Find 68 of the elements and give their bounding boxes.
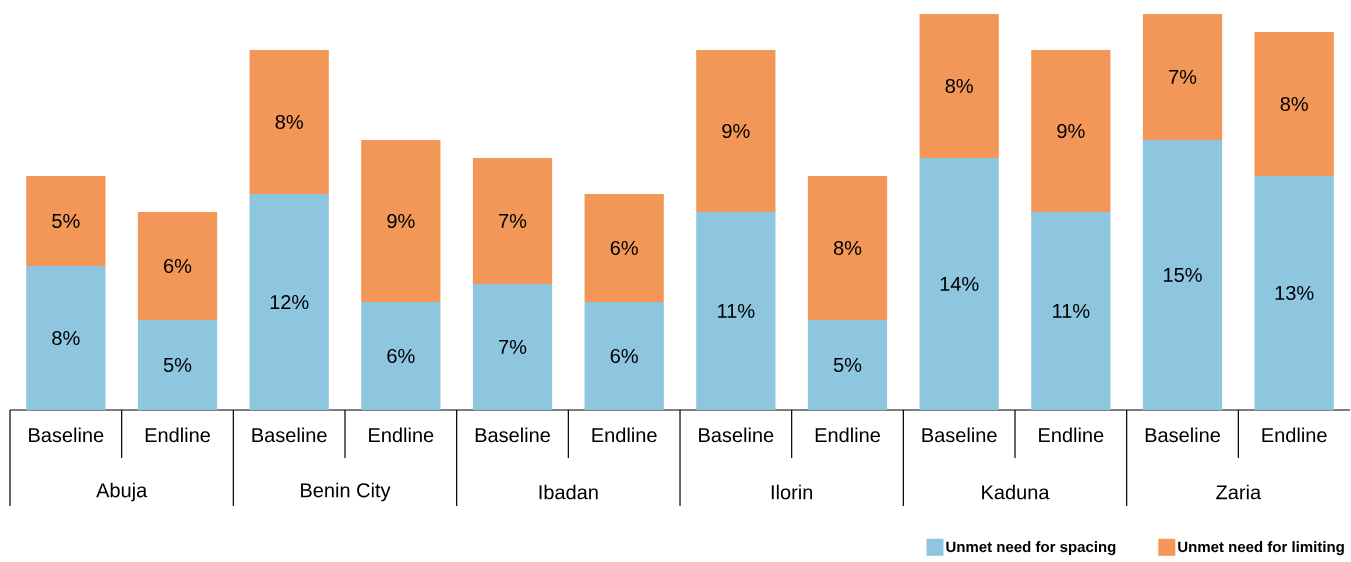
bar [472, 283, 553, 410]
text: Benin City [301, 482, 391, 502]
x-tick-label: Endline [592, 427, 657, 443]
x-tick-label: Endline [815, 427, 880, 443]
bar [807, 175, 888, 320]
x-tick-label: Baseline [252, 427, 327, 443]
bar [137, 211, 218, 320]
bar [249, 49, 329, 194]
x-tick-label: Baseline [1145, 427, 1220, 443]
data-label: 6% [610, 348, 638, 364]
x-tick-label: Endline [1262, 427, 1327, 443]
data-label: 7% [1169, 69, 1197, 84]
x-tick-label: Endline [145, 427, 210, 443]
bar [1254, 31, 1334, 176]
data-label: 14% [940, 276, 979, 291]
bar [696, 211, 776, 410]
x-tick-label: Baseline [475, 427, 550, 443]
x-tick-label: Baseline [29, 427, 104, 443]
data-label: 5% [833, 357, 862, 373]
bar [1031, 49, 1111, 212]
data-label: 13% [1275, 285, 1314, 301]
data-label: 9% [1057, 123, 1085, 139]
bar [26, 175, 106, 266]
data-label: 11% [718, 303, 755, 318]
text: Zaria [1216, 484, 1262, 500]
data-label: 8% [52, 330, 80, 346]
bar [919, 157, 999, 410]
data-label: 6% [610, 240, 638, 256]
data-label: 6% [387, 348, 415, 364]
text: Ilorin [771, 484, 813, 500]
data-label: 8% [833, 240, 862, 256]
data-label: 9% [722, 123, 750, 139]
bar [472, 157, 553, 284]
bar [137, 319, 218, 410]
bar [696, 49, 776, 212]
bar [1254, 175, 1334, 410]
bar [1031, 211, 1111, 410]
bar [26, 265, 106, 410]
data-label: 7% [499, 340, 527, 354]
text: Kaduna [982, 484, 1050, 500]
bar [1142, 13, 1223, 140]
x-tick-label: Endline [1039, 427, 1104, 443]
x-tick-label: Baseline [699, 427, 774, 443]
bar [361, 301, 441, 410]
data-label: 8% [1280, 96, 1308, 112]
data-label: 7% [499, 213, 527, 228]
bar [361, 139, 441, 302]
data-label: 5% [52, 213, 80, 229]
bar [919, 13, 999, 158]
x-tick-label: Baseline [922, 427, 997, 443]
legend-label: Unmet need for spacing [946, 541, 1116, 556]
bar [584, 301, 664, 410]
bar [249, 193, 329, 410]
data-label: 12% [270, 294, 309, 310]
data-label: 11% [1053, 303, 1090, 318]
data-label: 9% [387, 213, 415, 229]
data-label: 8% [945, 78, 973, 94]
bar [584, 193, 664, 302]
data-label: 8% [275, 114, 303, 130]
legend-label: Unmet need for limiting [1178, 541, 1344, 556]
text: Abuja [96, 482, 148, 502]
text: Ibadan [539, 484, 598, 500]
data-label: 5% [163, 357, 192, 373]
bar [1142, 139, 1223, 410]
bar [807, 319, 888, 410]
data-label: 6% [164, 258, 192, 274]
x-tick-label: Endline [369, 427, 434, 443]
data-label: 15% [1164, 267, 1202, 283]
